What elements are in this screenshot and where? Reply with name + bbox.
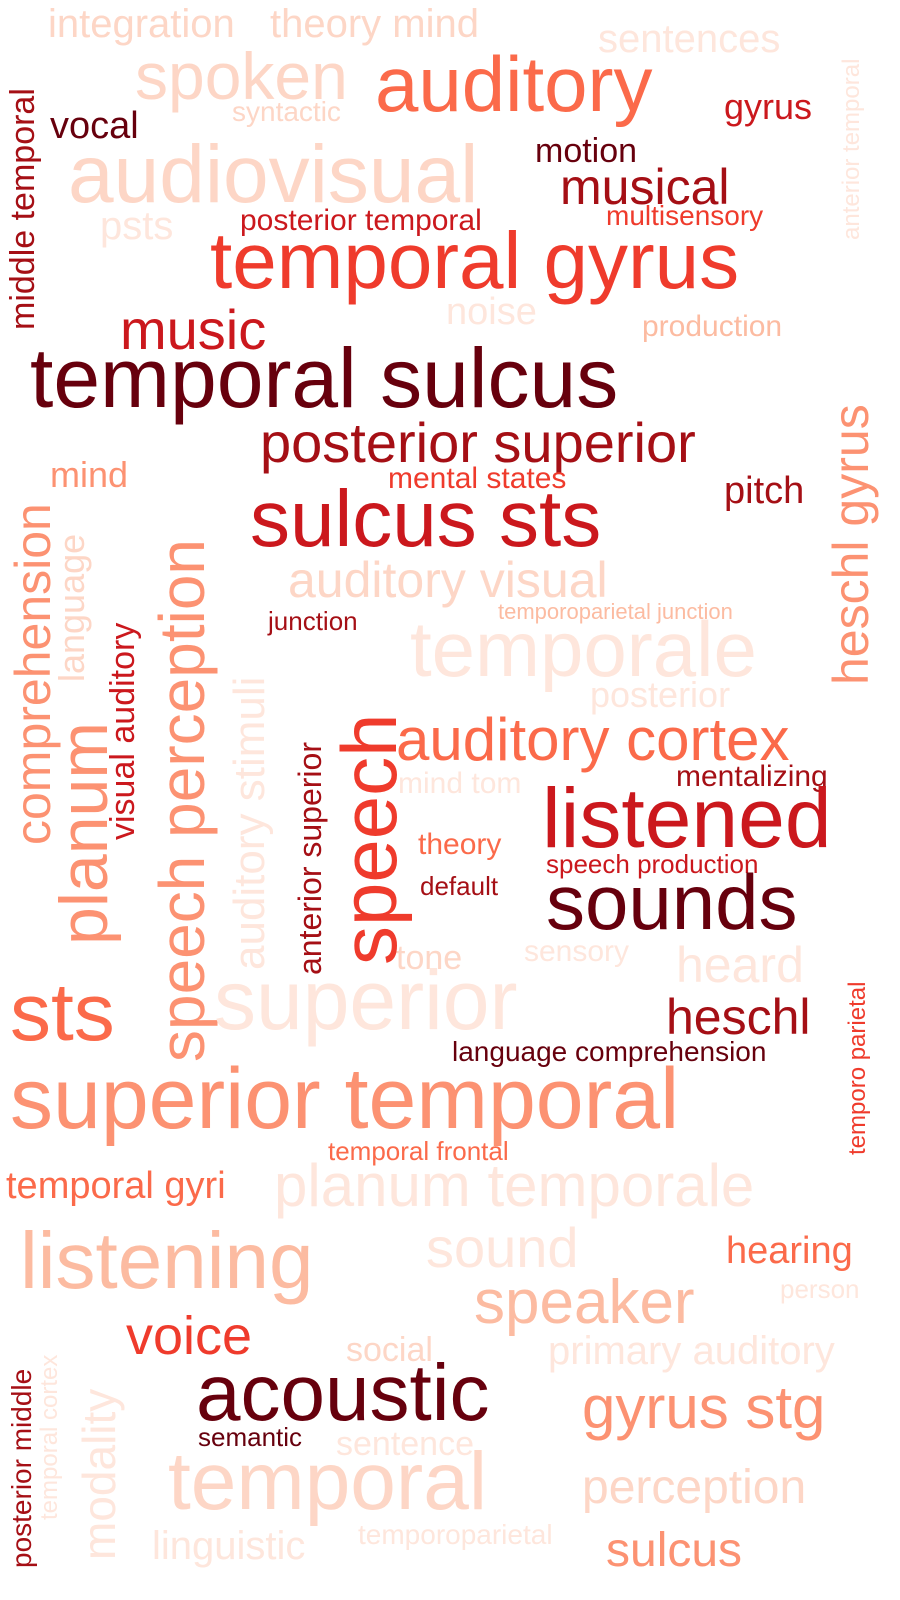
cloud-word: temporal cortex — [36, 1354, 63, 1520]
cloud-word: auditory cortex — [396, 706, 790, 774]
cloud-word: theory mind — [270, 1, 479, 46]
cloud-word: sensory — [524, 935, 630, 969]
cloud-word: linguistic — [152, 1523, 306, 1568]
cloud-word: gyrus stg — [582, 1374, 826, 1442]
cloud-word: psts — [100, 203, 174, 248]
cloud-word: planum — [46, 721, 122, 945]
cloud-word: syntactic — [232, 95, 341, 127]
cloud-word: person — [780, 1273, 860, 1304]
cloud-word: mentalizing — [676, 760, 828, 794]
cloud-word: listening — [20, 1216, 314, 1306]
cloud-word: mind — [50, 454, 129, 496]
cloud-word: multisensory — [606, 199, 764, 231]
cloud-word: sulcus — [606, 1523, 743, 1577]
cloud-word: temporal — [168, 1436, 488, 1528]
cloud-word: noise — [446, 291, 537, 334]
cloud-word: anterior temporal — [838, 58, 865, 240]
cloud-word: acoustic — [196, 1348, 490, 1438]
cloud-word: integration — [48, 1, 235, 46]
cloud-word: temporal gyri — [6, 1165, 226, 1208]
cloud-word: heschl — [666, 989, 811, 1045]
cloud-word: sts — [10, 967, 115, 1059]
cloud-word: heard — [676, 937, 804, 993]
cloud-word: auditory stimuli — [225, 676, 274, 970]
cloud-word: audiovisual — [68, 129, 479, 221]
cloud-word: language — [51, 533, 92, 682]
cloud-word: semantic — [198, 1421, 303, 1452]
cloud-word: superior temporal — [10, 1051, 680, 1148]
cloud-word: default — [420, 870, 499, 901]
cloud-word: theory — [418, 828, 502, 862]
cloud-word: production — [642, 310, 783, 344]
cloud-word: superior — [214, 952, 518, 1047]
cloud-word: listened — [542, 770, 832, 865]
cloud-word: perception — [582, 1460, 807, 1514]
cloud-word: mind tom — [398, 767, 522, 801]
cloud-word: middle temporal — [4, 88, 42, 330]
cloud-word: posterior temporal — [240, 204, 482, 238]
cloud-word: music — [120, 297, 267, 361]
cloud-word: sulcus sts — [250, 474, 602, 564]
cloud-word: language comprehension — [452, 1035, 767, 1067]
cloud-word: speaker — [474, 1267, 695, 1337]
cloud-word: temporo parietal — [844, 981, 871, 1155]
cloud-word: sentences — [598, 16, 781, 61]
cloud-word: auditory — [375, 39, 653, 128]
cloud-word: posterior middle — [6, 1368, 37, 1568]
cloud-word: sound — [426, 1215, 579, 1279]
cloud-word: mental states — [388, 462, 567, 496]
cloud-word: gyrus — [724, 86, 813, 128]
cloud-word: pitch — [724, 470, 805, 513]
cloud-word: primary auditory — [548, 1328, 835, 1373]
cloud-word: posterior superior — [260, 410, 696, 474]
cloud-word: planum temporale — [274, 1152, 755, 1220]
cloud-word: auditory visual — [288, 552, 608, 608]
cloud-word: musical — [560, 159, 730, 215]
cloud-word: temporoparietal junction — [498, 599, 733, 625]
cloud-word: junction — [268, 605, 358, 636]
cloud-word: sentence — [336, 1424, 474, 1463]
cloud-word: anterior superior — [292, 742, 328, 975]
cloud-word: spoken — [135, 39, 348, 114]
cloud-word: temporal sulcus — [30, 330, 619, 425]
cloud-word: heschl gyrus — [823, 404, 879, 685]
cloud-word: temporal gyrus — [210, 216, 740, 306]
cloud-word: temporal frontal — [328, 1135, 509, 1166]
cloud-word: hearing — [726, 1230, 853, 1273]
cloud-word: posterior — [590, 674, 731, 716]
cloud-word: sounds — [546, 857, 798, 946]
cloud-word: speech production — [546, 848, 759, 879]
cloud-word: vocal — [50, 105, 139, 148]
cloud-word: social — [346, 1330, 433, 1369]
cloud-word: voice — [126, 1305, 253, 1366]
cloud-word: motion — [535, 131, 638, 170]
cloud-word: temporoparietal — [358, 1518, 553, 1550]
cloud-word: modality — [73, 1388, 125, 1560]
cloud-word: temporale — [410, 604, 757, 693]
cloud-word: tone — [396, 938, 463, 977]
cloud-word: speech perception — [146, 538, 218, 1062]
